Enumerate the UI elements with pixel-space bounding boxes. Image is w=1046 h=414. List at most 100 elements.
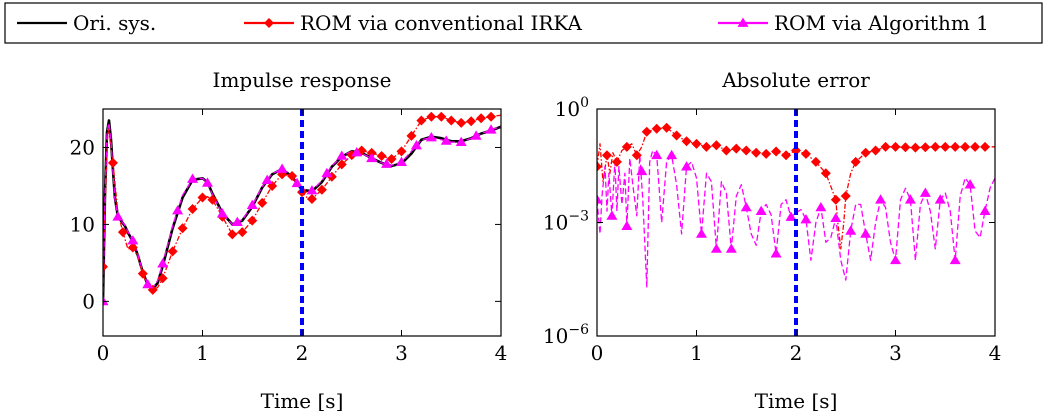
y-tick-exponent: −3: [568, 209, 589, 225]
data-point-1-13: [227, 229, 238, 240]
legend: Ori. sys. ROM via conventional IRKA ROM vi…: [4, 2, 1043, 44]
data-point-1-11: [207, 194, 218, 205]
x-tick-label: 4: [495, 341, 508, 365]
data-point-2-11: [261, 174, 273, 185]
x-tick-label: 1: [196, 341, 209, 365]
data-point-2-12: [276, 163, 288, 173]
y-tick-base: 10: [555, 97, 580, 121]
data-point-2-23: [440, 135, 452, 145]
data-point-1-15: [815, 201, 827, 212]
data-point-0-11: [701, 141, 712, 152]
data-point-1-7: [167, 246, 178, 257]
data-point-0-30: [890, 141, 901, 152]
data-point-1-16: [830, 212, 842, 223]
data-point-2-0: [103, 295, 109, 306]
data-point-1-11: [755, 205, 767, 215]
data-point-1-4: [137, 268, 148, 279]
data-point-1-23: [934, 194, 946, 204]
y-tick-label: 0: [82, 289, 95, 313]
data-point-0-19: [781, 150, 792, 161]
data-point-1-0: [597, 194, 603, 204]
x-tick-label: 3: [889, 341, 902, 365]
data-point-1-22: [316, 184, 327, 195]
data-point-0-34: [930, 141, 941, 152]
y-tick-base: 10: [543, 211, 568, 235]
data-point-1-3: [636, 165, 648, 176]
x-axis-label: Time [s]: [755, 389, 838, 413]
data-point-0-16: [751, 147, 762, 158]
series-line-1: [597, 149, 995, 288]
data-point-0-32: [910, 142, 921, 153]
chart-title: Impulse response: [213, 68, 392, 92]
data-point-0-9: [681, 136, 692, 147]
data-point-0-13: [721, 145, 732, 156]
data-point-1-17: [845, 225, 857, 235]
data-point-1-25: [964, 179, 976, 189]
data-point-1-18: [860, 228, 872, 238]
data-point-0-1: [601, 150, 612, 161]
data-point-0-37: [960, 141, 971, 152]
data-point-1-20: [890, 254, 901, 265]
data-point-1-8: [177, 223, 188, 234]
impulse-response-panel: Impulse response 0 1 2 3 4 0 10 20 Time [s]: [70, 68, 508, 413]
x-tick-label: 0: [97, 341, 110, 365]
x-tick-label: 3: [395, 341, 408, 365]
data-point-0-17: [761, 148, 772, 159]
y-tick-label: 10: [70, 212, 95, 236]
data-point-1-30: [396, 146, 407, 157]
data-point-1-21: [904, 194, 916, 204]
y-tick-exponent: −6: [568, 322, 589, 338]
data-point-1-19: [875, 194, 887, 204]
data-point-1-28: [376, 150, 387, 161]
data-point-1-3: [127, 242, 138, 253]
legend-box: [4, 2, 1043, 44]
data-point-1-6: [157, 273, 168, 284]
data-point-1-4: [651, 149, 663, 160]
data-point-1-9: [187, 204, 198, 215]
data-point-1-34: [436, 111, 447, 122]
data-point-0-12: [711, 140, 722, 151]
data-point-1-16: [257, 197, 268, 208]
data-point-2-13: [291, 177, 303, 188]
y-tick-label: 10−6: [543, 322, 589, 348]
data-point-0-0: [597, 161, 602, 172]
data-point-1-13: [785, 211, 797, 221]
x-tick-label: 1: [690, 341, 703, 365]
data-point-2-8: [216, 208, 228, 218]
data-point-2-16: [336, 150, 348, 160]
legend-label-1: ROM via conventional IRKA: [300, 11, 583, 35]
data-point-2-5: [172, 205, 184, 215]
data-point-0-31: [900, 142, 911, 153]
y-tick-exponent: 0: [580, 95, 589, 111]
data-point-2-26: [485, 124, 497, 134]
data-point-0-6: [651, 123, 662, 134]
data-point-2-20: [396, 156, 407, 166]
data-point-1-21: [306, 194, 317, 205]
legend-label-2: ROM via Algorithm 1: [774, 11, 989, 35]
data-point-0-20: [791, 145, 801, 156]
data-point-1-22: [919, 187, 931, 197]
data-point-1-14: [237, 227, 248, 238]
data-point-1-2: [621, 220, 633, 231]
x-tick-label: 2: [790, 341, 803, 365]
legend-label-0: Ori. sys.: [73, 11, 156, 35]
data-point-0-29: [880, 141, 891, 152]
data-point-1-5: [666, 149, 678, 160]
data-point-0-7: [661, 122, 672, 133]
y-tick-base: 10: [543, 324, 568, 348]
data-point-1-15: [247, 215, 258, 226]
data-point-0-4: [631, 150, 642, 161]
data-point-1-12: [770, 248, 782, 258]
data-point-1-29: [386, 154, 397, 165]
data-point-2-6: [187, 173, 199, 183]
y-tick-label: 20: [70, 135, 95, 159]
data-point-1-0: [103, 261, 108, 272]
data-point-1-2: [117, 227, 128, 238]
y-tick-label: 100: [555, 95, 589, 121]
data-point-1-19: [287, 170, 298, 181]
plot-area: [103, 111, 501, 306]
data-point-1-8: [710, 243, 722, 253]
data-point-0-21: [800, 148, 811, 159]
data-point-2-19: [381, 158, 393, 168]
